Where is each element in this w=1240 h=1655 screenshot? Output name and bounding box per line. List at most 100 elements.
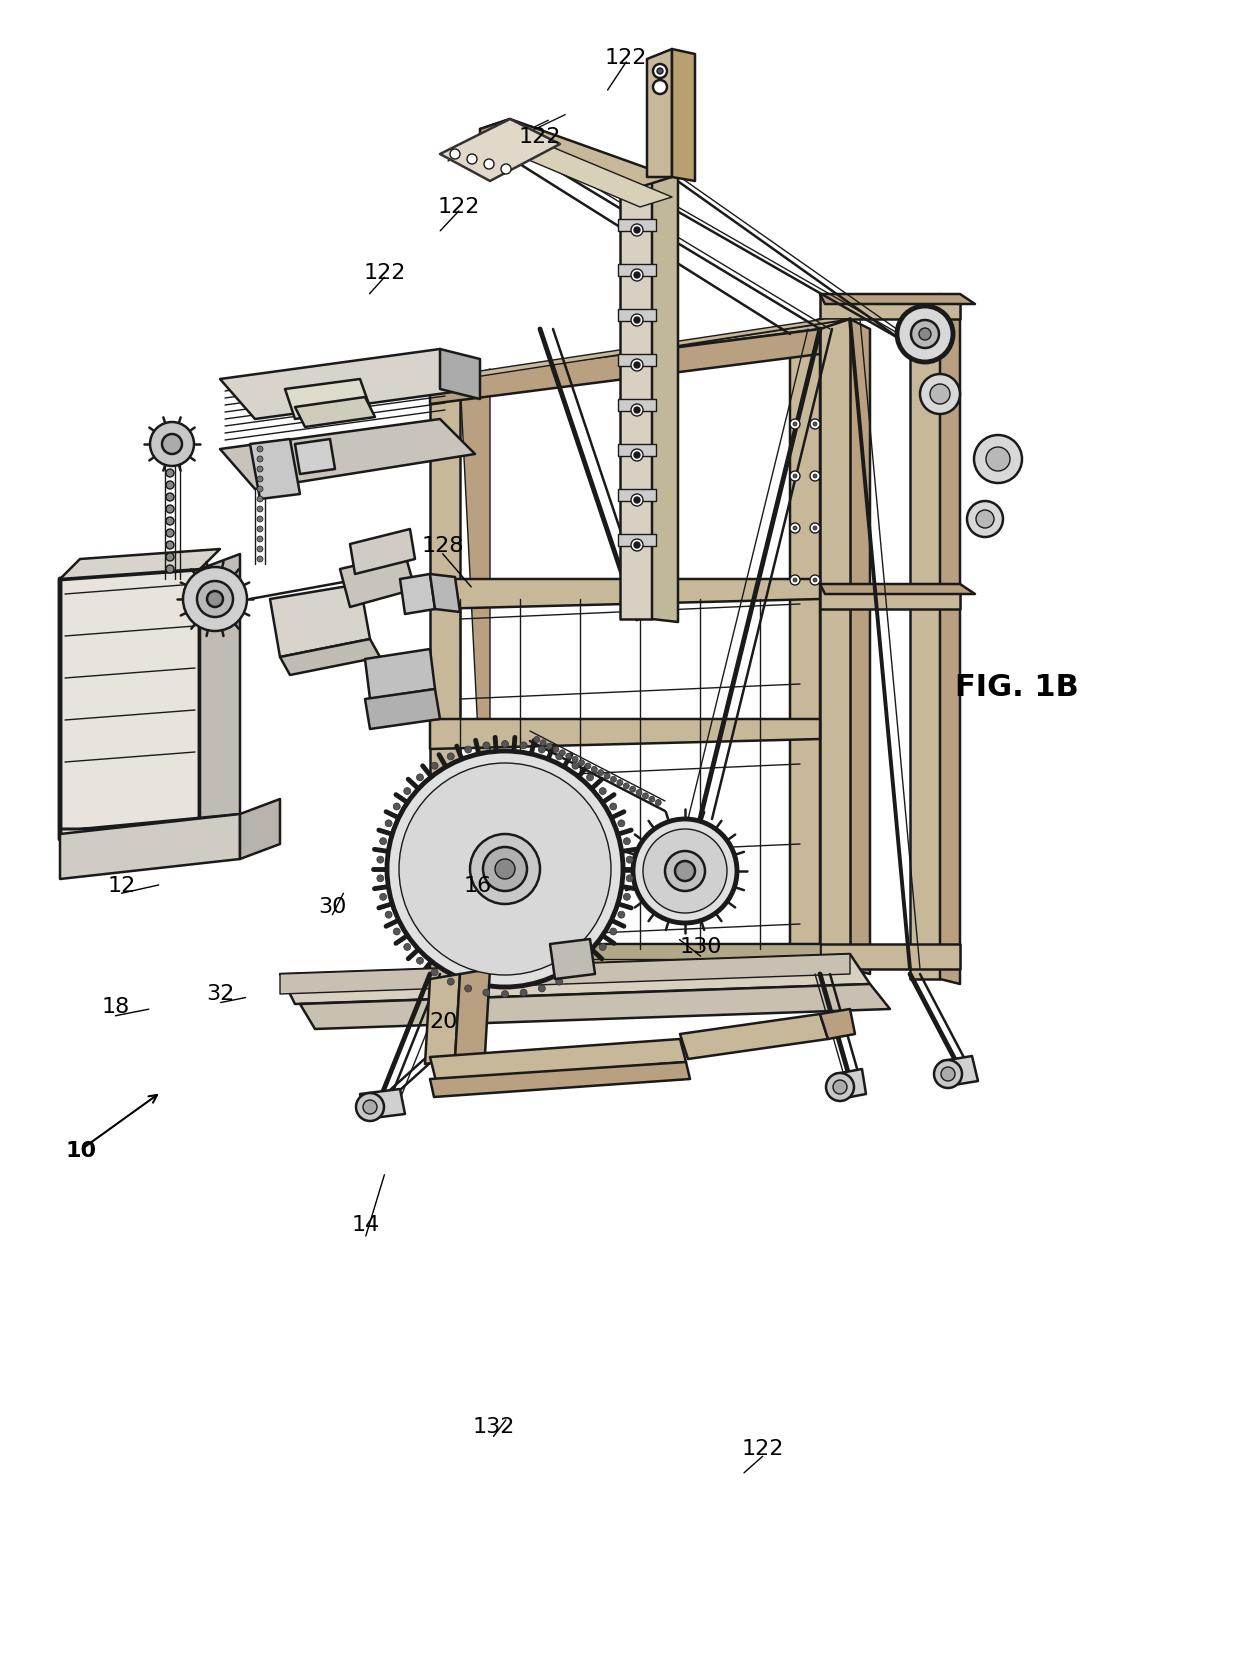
Circle shape — [897, 306, 954, 362]
Circle shape — [356, 1094, 384, 1122]
Circle shape — [417, 958, 424, 965]
Circle shape — [634, 407, 640, 414]
Circle shape — [450, 151, 460, 161]
Circle shape — [967, 501, 1003, 538]
Circle shape — [379, 837, 387, 846]
Circle shape — [634, 498, 640, 503]
Polygon shape — [60, 569, 200, 839]
Polygon shape — [401, 574, 435, 614]
Polygon shape — [480, 119, 510, 156]
Text: 122: 122 — [742, 1438, 784, 1458]
Circle shape — [973, 435, 1022, 483]
Circle shape — [631, 359, 644, 372]
Circle shape — [166, 530, 174, 538]
Circle shape — [377, 857, 384, 864]
Polygon shape — [618, 445, 656, 457]
Circle shape — [547, 743, 553, 750]
Polygon shape — [219, 420, 475, 490]
Text: 122: 122 — [363, 263, 405, 283]
Circle shape — [166, 493, 174, 501]
Circle shape — [675, 862, 694, 882]
Circle shape — [631, 270, 644, 281]
Circle shape — [618, 821, 625, 828]
Polygon shape — [365, 650, 435, 700]
Circle shape — [417, 775, 424, 781]
Circle shape — [919, 329, 931, 341]
Circle shape — [484, 161, 494, 170]
Polygon shape — [820, 584, 960, 609]
Circle shape — [794, 422, 797, 427]
Circle shape — [826, 1074, 854, 1101]
Circle shape — [941, 1067, 955, 1081]
Circle shape — [257, 556, 263, 563]
Circle shape — [934, 1061, 962, 1089]
Circle shape — [642, 793, 649, 799]
Circle shape — [166, 482, 174, 490]
Circle shape — [813, 422, 817, 427]
Circle shape — [920, 374, 960, 415]
Circle shape — [649, 796, 655, 803]
Text: 122: 122 — [438, 197, 480, 217]
Polygon shape — [498, 137, 672, 209]
Circle shape — [632, 819, 737, 923]
Circle shape — [833, 1081, 847, 1094]
Circle shape — [470, 834, 539, 904]
Polygon shape — [849, 319, 870, 975]
Circle shape — [556, 753, 563, 760]
Text: 14: 14 — [352, 1215, 379, 1235]
Circle shape — [794, 475, 797, 478]
Polygon shape — [350, 530, 415, 574]
Text: 18: 18 — [102, 996, 129, 1016]
Circle shape — [591, 766, 598, 773]
Circle shape — [634, 543, 640, 549]
Circle shape — [393, 804, 401, 811]
Circle shape — [377, 875, 384, 882]
Circle shape — [986, 449, 1011, 472]
Polygon shape — [241, 799, 280, 859]
Circle shape — [976, 511, 994, 528]
Circle shape — [930, 384, 950, 405]
Circle shape — [790, 523, 800, 533]
Circle shape — [207, 591, 223, 607]
Circle shape — [631, 540, 644, 551]
Polygon shape — [910, 295, 940, 980]
Circle shape — [599, 943, 606, 952]
Circle shape — [386, 912, 392, 919]
Circle shape — [257, 536, 263, 543]
Polygon shape — [430, 379, 460, 980]
Circle shape — [631, 314, 644, 326]
Circle shape — [810, 576, 820, 586]
Text: 20: 20 — [430, 1011, 458, 1031]
Polygon shape — [942, 1056, 978, 1086]
Polygon shape — [460, 369, 490, 970]
Polygon shape — [425, 975, 460, 1064]
Circle shape — [166, 541, 174, 549]
Circle shape — [599, 788, 606, 794]
Polygon shape — [820, 295, 975, 305]
Circle shape — [404, 943, 410, 952]
Polygon shape — [618, 490, 656, 501]
Circle shape — [197, 581, 233, 617]
Circle shape — [184, 568, 247, 632]
Polygon shape — [672, 50, 694, 182]
Polygon shape — [820, 1010, 856, 1039]
Polygon shape — [250, 440, 300, 500]
Circle shape — [448, 978, 454, 985]
Circle shape — [556, 978, 563, 985]
Polygon shape — [430, 329, 820, 405]
Circle shape — [520, 743, 527, 750]
Circle shape — [257, 506, 263, 513]
Circle shape — [587, 775, 594, 781]
Circle shape — [634, 318, 640, 324]
Circle shape — [790, 576, 800, 586]
Circle shape — [559, 750, 565, 756]
Circle shape — [257, 457, 263, 463]
Circle shape — [790, 420, 800, 430]
Circle shape — [501, 991, 508, 998]
Circle shape — [631, 450, 644, 462]
Polygon shape — [460, 319, 849, 377]
Polygon shape — [270, 584, 370, 657]
Circle shape — [520, 990, 527, 996]
Circle shape — [587, 958, 594, 965]
Circle shape — [257, 447, 263, 453]
